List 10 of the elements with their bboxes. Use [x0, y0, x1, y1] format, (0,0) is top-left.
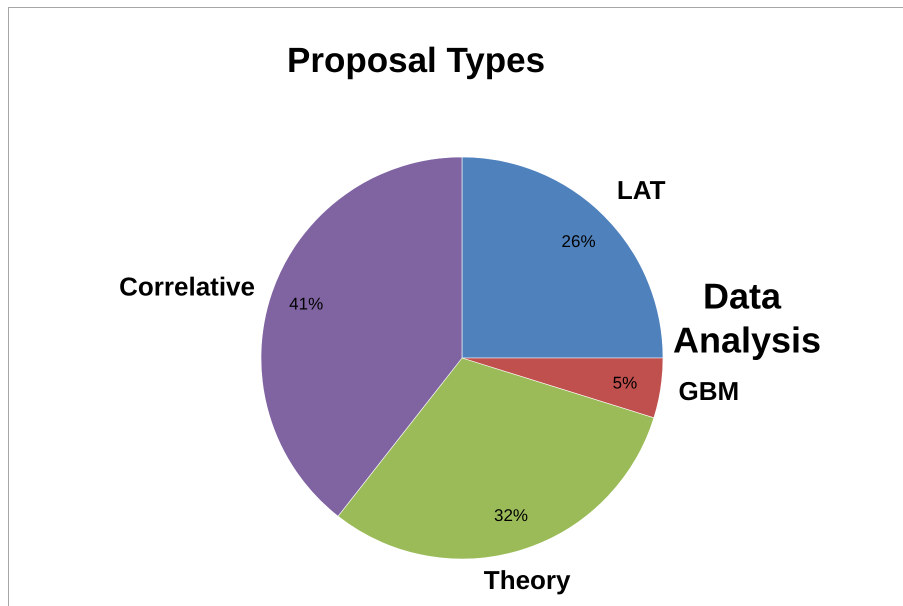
data-label: 5%: [612, 373, 638, 392]
data-label: 32%: [494, 506, 528, 525]
text: Data Analysis: [672, 276, 822, 360]
data-label: 26%: [562, 232, 596, 251]
slice-label: Theory: [484, 565, 572, 596]
slice-label: LAT: [616, 175, 666, 206]
slice-label: Correlative: [119, 272, 255, 302]
chart-title: Proposal Types: [287, 41, 546, 80]
slice-label: GBM: [678, 376, 740, 406]
data-label: 41%: [289, 294, 324, 314]
